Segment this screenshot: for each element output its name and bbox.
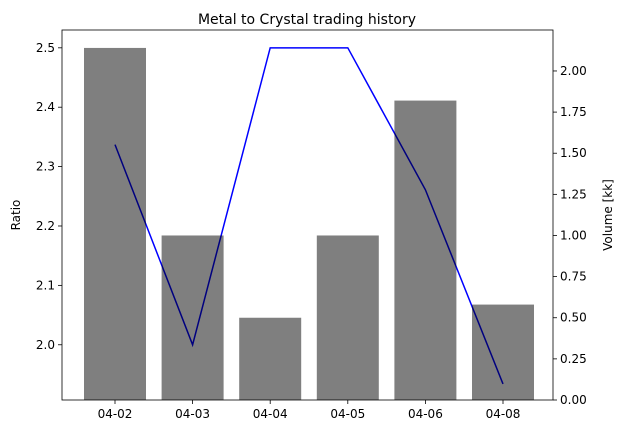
- x-tick-label: 04-02: [98, 407, 133, 421]
- y2-axis-label: Volume [kk]: [601, 179, 615, 251]
- y-tick-label: 2.3: [36, 160, 55, 174]
- x-tick-label: 04-08: [486, 407, 521, 421]
- x-tick-label: 04-03: [175, 407, 210, 421]
- bar: [161, 235, 224, 400]
- bar: [84, 47, 146, 401]
- bar: [316, 235, 379, 400]
- x-tick-label: 04-06: [408, 407, 443, 421]
- bar: [239, 317, 302, 400]
- chart-title: Metal to Crystal trading history: [198, 12, 416, 28]
- y2-tick-label: 1.50: [560, 146, 587, 160]
- y2-tick-label: 1.75: [560, 105, 587, 119]
- y2-tick-label: 0.75: [560, 270, 587, 284]
- x-tick-label: 04-05: [330, 407, 365, 421]
- y-axis-label: Ratio: [9, 200, 23, 231]
- y-tick-label: 2.2: [36, 219, 55, 233]
- y2-tick-label: 0.25: [560, 352, 587, 366]
- bar: [394, 100, 457, 400]
- plot-frame: [61, 29, 554, 401]
- y-tick-label: 2.5: [36, 41, 55, 55]
- y2-tick-label: 2.00: [560, 64, 587, 78]
- y-tick-label: 2.0: [36, 338, 55, 352]
- bar: [472, 304, 534, 400]
- y2-tick-label: 0.50: [560, 311, 587, 325]
- y2-tick-label: 0.00: [560, 393, 587, 407]
- y-tick-label: 2.4: [36, 100, 55, 114]
- x-tick-label: 04-04: [253, 407, 288, 421]
- y2-tick-label: 1.00: [560, 228, 587, 242]
- y-tick-label: 2.1: [36, 278, 55, 292]
- y2-tick-label: 1.25: [560, 187, 587, 201]
